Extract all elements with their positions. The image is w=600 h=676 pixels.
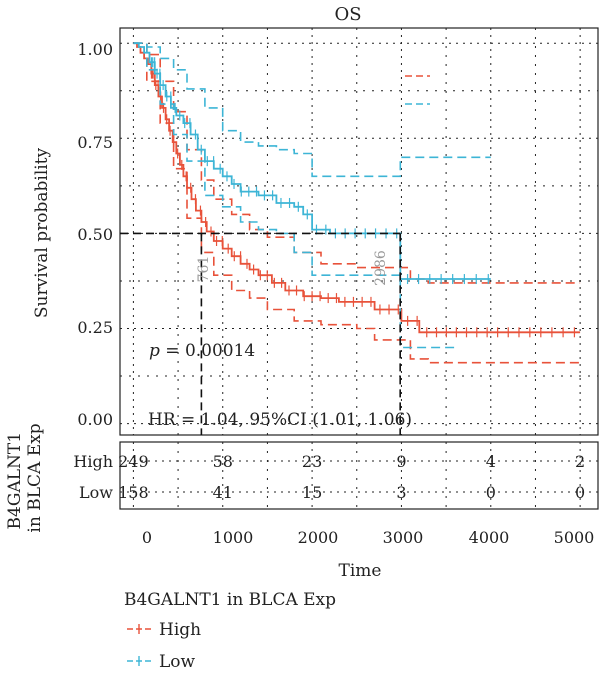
- x-tick-label: 5000: [554, 528, 595, 547]
- median-survival-lines: [120, 232, 401, 435]
- risk-table-numbers: 249 58 23 9 4 2 158 41 15 3 0 0: [118, 452, 585, 502]
- y-tick-label: 0.25: [77, 318, 113, 337]
- risk-count-low: 158: [118, 483, 149, 502]
- risk-count-low: 3: [396, 483, 406, 502]
- y-tick-label: 0.75: [77, 133, 113, 152]
- median-label-low: 2986: [373, 250, 389, 286]
- x-tick-label: 3000: [383, 528, 424, 547]
- x-axis-label: Time: [339, 561, 382, 581]
- risk-row-label-low: Low: [79, 483, 113, 502]
- high-survival-line: [133, 42, 581, 334]
- legend-low-label: Low: [159, 652, 196, 672]
- x-tick-label: 1000: [213, 528, 254, 547]
- main-plot-border: [119, 27, 599, 436]
- legend-item-high: High: [127, 620, 201, 640]
- y-tick-label: 0.50: [77, 225, 113, 244]
- risk-count-high: 9: [396, 452, 406, 471]
- hazard-ratio-annotation: HR = 1.04, 95%CI (1.01, 1.06): [148, 410, 412, 430]
- risk-table-grid: [120, 442, 598, 509]
- legend-high-label: High: [159, 620, 201, 640]
- low-ci-lower-line: [133, 42, 455, 349]
- risk-table-border: [119, 441, 599, 510]
- risk-count-high: 249: [118, 452, 149, 471]
- risk-count-high: 23: [302, 452, 322, 471]
- risk-count-low: 0: [575, 483, 585, 502]
- plot-legend-swatches: [405, 75, 430, 105]
- low-survival-line: [133, 42, 491, 280]
- main-plot-panel: 0.00 0.25 0.50 0.75 1.00 761 2986 p = 0.…: [77, 27, 599, 436]
- risk-count-low: 41: [213, 483, 233, 502]
- risk-group-label-line1: B4GALNT1: [5, 432, 25, 529]
- y-tick-label: 0.00: [77, 410, 113, 429]
- risk-count-high: 2: [575, 452, 585, 471]
- risk-group-label: B4GALNT1 in BLCA Exp: [5, 423, 45, 532]
- high-ci-lower-line: [133, 42, 581, 364]
- x-tick-label: 0: [142, 528, 152, 547]
- survival-curves: [133, 42, 581, 364]
- risk-table-panel: 249 58 23 9 4 2 158 41 15 3 0 0 High Low B4GALNT1 i…: [5, 423, 599, 533]
- risk-count-low: 0: [486, 483, 496, 502]
- x-tick-label: 2000: [298, 528, 339, 547]
- y-axis-label: Survival probability: [32, 147, 52, 318]
- chart-title: OS: [334, 4, 361, 25]
- y-axis-ticks: 0.00 0.25 0.50 0.75 1.00: [77, 40, 113, 429]
- y-tick-label: 1.00: [77, 40, 113, 59]
- x-axis: 0 1000 2000 3000 4000 5000 Time: [142, 528, 594, 581]
- x-tick-label: 4000: [469, 528, 510, 547]
- risk-row-label-high: High: [73, 452, 113, 471]
- low-ci-upper-line: [133, 42, 491, 178]
- high-ci-upper-line: [133, 42, 581, 284]
- legend: B4GALNT1 in BLCA Exp High Low: [124, 590, 336, 672]
- risk-count-high: 4: [486, 452, 496, 471]
- legend-title: B4GALNT1 in BLCA Exp: [124, 590, 336, 610]
- p-value-text: = 0.00014: [160, 341, 255, 361]
- risk-count-high: 58: [213, 452, 233, 471]
- p-value-annotation: p = 0.00014: [149, 341, 255, 361]
- risk-count-low: 15: [302, 483, 322, 502]
- p-value-symbol: p: [149, 341, 160, 361]
- median-label-high: 761: [196, 256, 212, 283]
- legend-item-low: Low: [127, 652, 196, 672]
- risk-group-label-line2: in BLCA Exp: [25, 423, 45, 532]
